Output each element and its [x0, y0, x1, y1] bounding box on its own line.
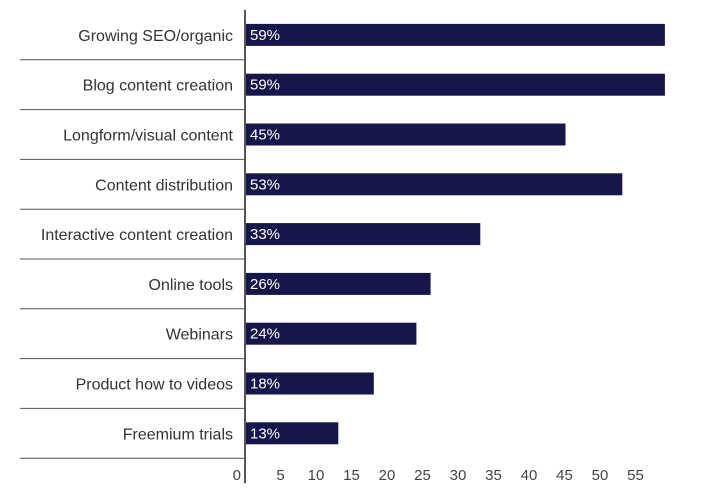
bar: [246, 422, 339, 445]
x-tick-label: 35: [485, 467, 502, 484]
category-label: Longform/visual content: [63, 128, 233, 145]
row-separators: [20, 59, 245, 459]
x-tick-label: 0: [233, 467, 241, 484]
x-tick-label: 5: [276, 467, 284, 484]
category-label: Content distribution: [95, 177, 233, 194]
bar: [246, 372, 374, 395]
category-label: Growing SEO/organic: [78, 28, 233, 45]
x-tick-label: 15: [343, 467, 360, 484]
x-tick-label: 30: [450, 467, 467, 484]
x-tick-label: 40: [521, 467, 538, 484]
bar: [246, 73, 665, 96]
category-label: Freemium trials: [123, 426, 233, 443]
data-label: 18%: [250, 376, 280, 393]
data-label: 13%: [250, 425, 280, 442]
data-label: 33%: [250, 226, 280, 243]
data-label: 45%: [250, 127, 280, 144]
category-labels: Growing SEO/organic Blog content creation…: [41, 28, 234, 443]
data-label: 24%: [250, 326, 280, 343]
x-tick-label: 55: [627, 467, 644, 484]
category-label: Online tools: [149, 277, 234, 294]
x-tick-label: 50: [592, 467, 609, 484]
bar: [246, 23, 665, 46]
data-label: 26%: [250, 276, 280, 293]
category-label: Blog content creation: [83, 78, 233, 95]
x-tick-label: 25: [414, 467, 431, 484]
x-tick-label: 10: [308, 467, 325, 484]
x-tick-labels: 0 5 10 15 20 25 30 35 40 45 50 55: [233, 467, 644, 484]
bar: [246, 173, 623, 196]
category-label: Product how to videos: [76, 377, 233, 394]
data-label: 53%: [250, 176, 280, 193]
category-label: Interactive content creation: [41, 227, 233, 244]
data-label: 59%: [250, 77, 280, 94]
x-tick-label: 45: [556, 467, 573, 484]
bar: [246, 123, 566, 146]
bar: [246, 322, 417, 345]
bar: [246, 223, 481, 246]
bar: [246, 272, 431, 295]
data-label: 59%: [250, 27, 280, 44]
x-tick-label: 20: [379, 467, 396, 484]
bars-group: 59% 59% 45% 53% 33% 26% 24% 18% 13%: [246, 23, 665, 445]
category-label: Webinars: [166, 327, 233, 344]
